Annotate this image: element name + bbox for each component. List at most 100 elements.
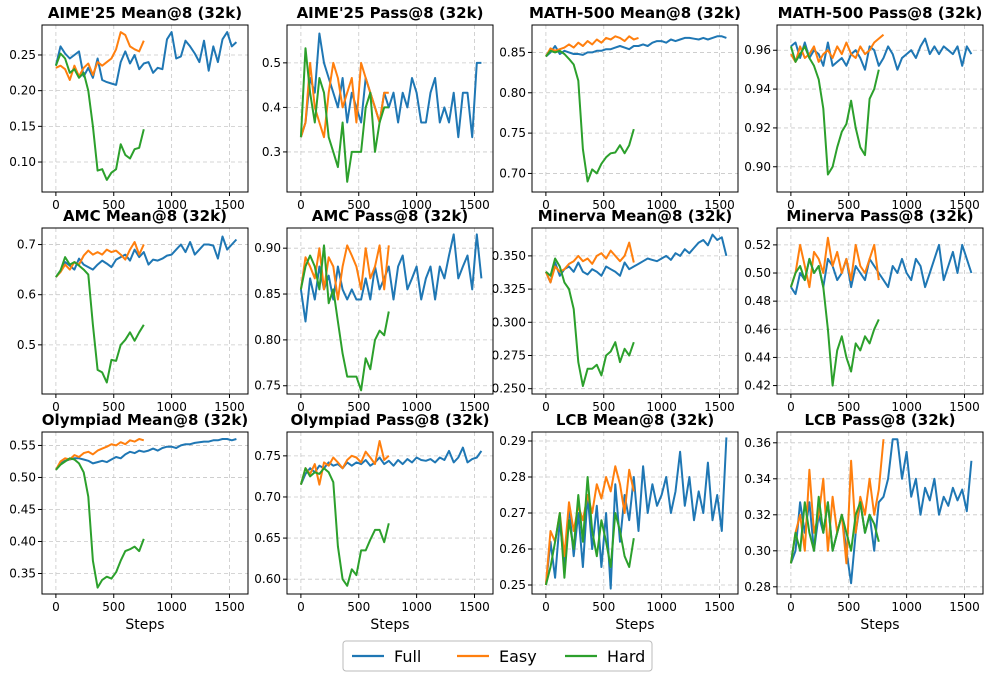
y-tick-label: 0.325 <box>492 282 526 296</box>
x-tick-label: 1500 <box>459 600 490 614</box>
y-tick-label: 0.25 <box>9 48 36 62</box>
series-line-hard <box>54 52 145 181</box>
x-axis-label: Steps <box>125 617 164 633</box>
x-tick-label: 1000 <box>156 400 187 414</box>
series-line-easy <box>790 33 885 63</box>
x-tick-label: 1000 <box>891 400 922 414</box>
series-line-easy <box>545 35 639 57</box>
x-tick-label: 1000 <box>646 198 677 212</box>
x-tick-label: 1500 <box>214 400 245 414</box>
x-tick-label: 0 <box>542 600 550 614</box>
panel-title: LCB Pass@8 (32k) <box>804 411 955 429</box>
series-line-hard <box>545 49 635 183</box>
series-line-full <box>545 35 727 58</box>
y-tick-label: 0.75 <box>254 379 281 393</box>
panel-6: 0 500 1000 1500 0.250 0.275 0.300 0.325 0.350 Min… <box>492 207 739 414</box>
panel-title: Minerva Pass@8 (32k) <box>786 207 973 225</box>
y-tick-label: 0.48 <box>744 294 771 308</box>
x-tick-label: 500 <box>347 400 370 414</box>
y-tick-label: 0.45 <box>9 502 36 516</box>
x-tick-label: 1000 <box>401 198 432 212</box>
y-tick-label: 0.34 <box>744 472 771 486</box>
x-tick-label: 0 <box>52 198 60 212</box>
y-tick-label: 0.90 <box>744 160 771 174</box>
x-tick-label: 500 <box>592 198 615 212</box>
series-line-hard <box>299 47 389 183</box>
y-tick-label: 0.60 <box>254 572 281 586</box>
x-tick-label: 0 <box>787 400 795 414</box>
y-tick-label: 0.6 <box>17 288 36 302</box>
x-tick-label: 1000 <box>401 600 432 614</box>
y-tick-label: 0.275 <box>492 348 526 362</box>
x-tick-label: 500 <box>347 198 370 212</box>
x-tick-label: 1000 <box>401 400 432 414</box>
panel-9: 0 500 1000 1500 0.60 0.65 0.70 0.75 Olympiad Pas… <box>254 411 494 633</box>
series-line-hard <box>55 256 145 384</box>
x-tick-label: 500 <box>837 400 860 414</box>
x-tick-label: 1000 <box>646 600 677 614</box>
panel-3: 0 500 1000 1500 0.90 0.92 0.94 0.96 MATH-500 Pas… <box>744 4 984 212</box>
panel-8: 0 500 1000 1500 0.35 0.40 0.45 0.50 0.55 Olympiad… <box>9 411 249 633</box>
series-line-full <box>55 438 237 471</box>
x-tick-label: 500 <box>102 198 125 212</box>
y-tick-label: 0.36 <box>744 436 771 450</box>
x-axis-label: Steps <box>615 617 654 633</box>
y-tick-label: 0.28 <box>744 580 771 594</box>
y-tick-label: 0.25 <box>499 578 526 592</box>
x-tick-label: 1000 <box>156 198 187 212</box>
y-tick-label: 0.20 <box>9 84 36 98</box>
x-tick-label: 0 <box>787 600 795 614</box>
x-tick-label: 1000 <box>156 600 187 614</box>
series-line-easy <box>789 236 880 289</box>
y-tick-label: 0.75 <box>254 449 281 463</box>
y-tick-label: 0.28 <box>499 470 526 484</box>
y-tick-label: 0.5 <box>262 56 281 70</box>
panel-title: Minerva Mean@8 (32k) <box>538 207 733 225</box>
y-tick-label: 0.90 <box>254 241 281 255</box>
legend: Full Easy Hard <box>342 640 653 672</box>
series-line-easy <box>55 241 145 278</box>
panel-title: LCB Mean@8 (32k) <box>556 411 714 429</box>
y-tick-label: 0.5 <box>17 338 36 352</box>
panel-title: AIME'25 Pass@8 (32k) <box>297 4 484 22</box>
x-tick-label: 1500 <box>459 400 490 414</box>
y-tick-label: 0.85 <box>254 287 281 301</box>
y-tick-label: 0.3 <box>262 145 281 159</box>
series-line-hard <box>299 467 390 587</box>
panel-title: MATH-500 Pass@8 (32k) <box>778 4 983 22</box>
axes-frame <box>286 24 494 193</box>
y-tick-label: 0.35 <box>9 567 36 581</box>
axes-frame <box>531 227 739 395</box>
panel-title: Olympiad Pass@8 (32k) <box>290 411 489 429</box>
x-tick-label: 1500 <box>949 198 980 212</box>
y-tick-label: 0.75 <box>499 126 526 140</box>
legend-label-easy: Easy <box>499 647 537 666</box>
x-tick-label: 1500 <box>949 400 980 414</box>
y-tick-label: 0.50 <box>9 470 36 484</box>
panel-0: 0 500 1000 1500 0.10 0.15 0.20 0.25 AIME'25 Mean… <box>9 4 249 212</box>
y-tick-label: 0.4 <box>262 100 281 114</box>
series-line-hard <box>544 476 635 586</box>
y-tick-label: 0.15 <box>9 119 36 133</box>
series-line-full <box>544 233 728 284</box>
x-tick-label: 500 <box>837 600 860 614</box>
y-tick-label: 0.52 <box>744 238 771 252</box>
y-tick-label: 0.250 <box>492 382 526 396</box>
x-tick-label: 1500 <box>704 198 735 212</box>
y-tick-label: 0.40 <box>9 534 36 548</box>
y-tick-label: 0.350 <box>492 249 526 263</box>
x-tick-label: 0 <box>542 198 550 212</box>
y-tick-label: 0.29 <box>499 434 526 448</box>
series-line-full <box>55 235 238 278</box>
x-tick-label: 1500 <box>704 600 735 614</box>
y-tick-label: 0.92 <box>744 121 771 135</box>
series-line-easy <box>55 438 145 471</box>
x-tick-label: 0 <box>297 600 305 614</box>
legend-label-hard: Hard <box>607 647 645 666</box>
x-tick-label: 0 <box>52 600 60 614</box>
x-tick-label: 1500 <box>214 198 245 212</box>
y-tick-label: 0.26 <box>499 542 526 556</box>
series-line-full <box>790 37 973 71</box>
axes-frame <box>531 24 739 193</box>
